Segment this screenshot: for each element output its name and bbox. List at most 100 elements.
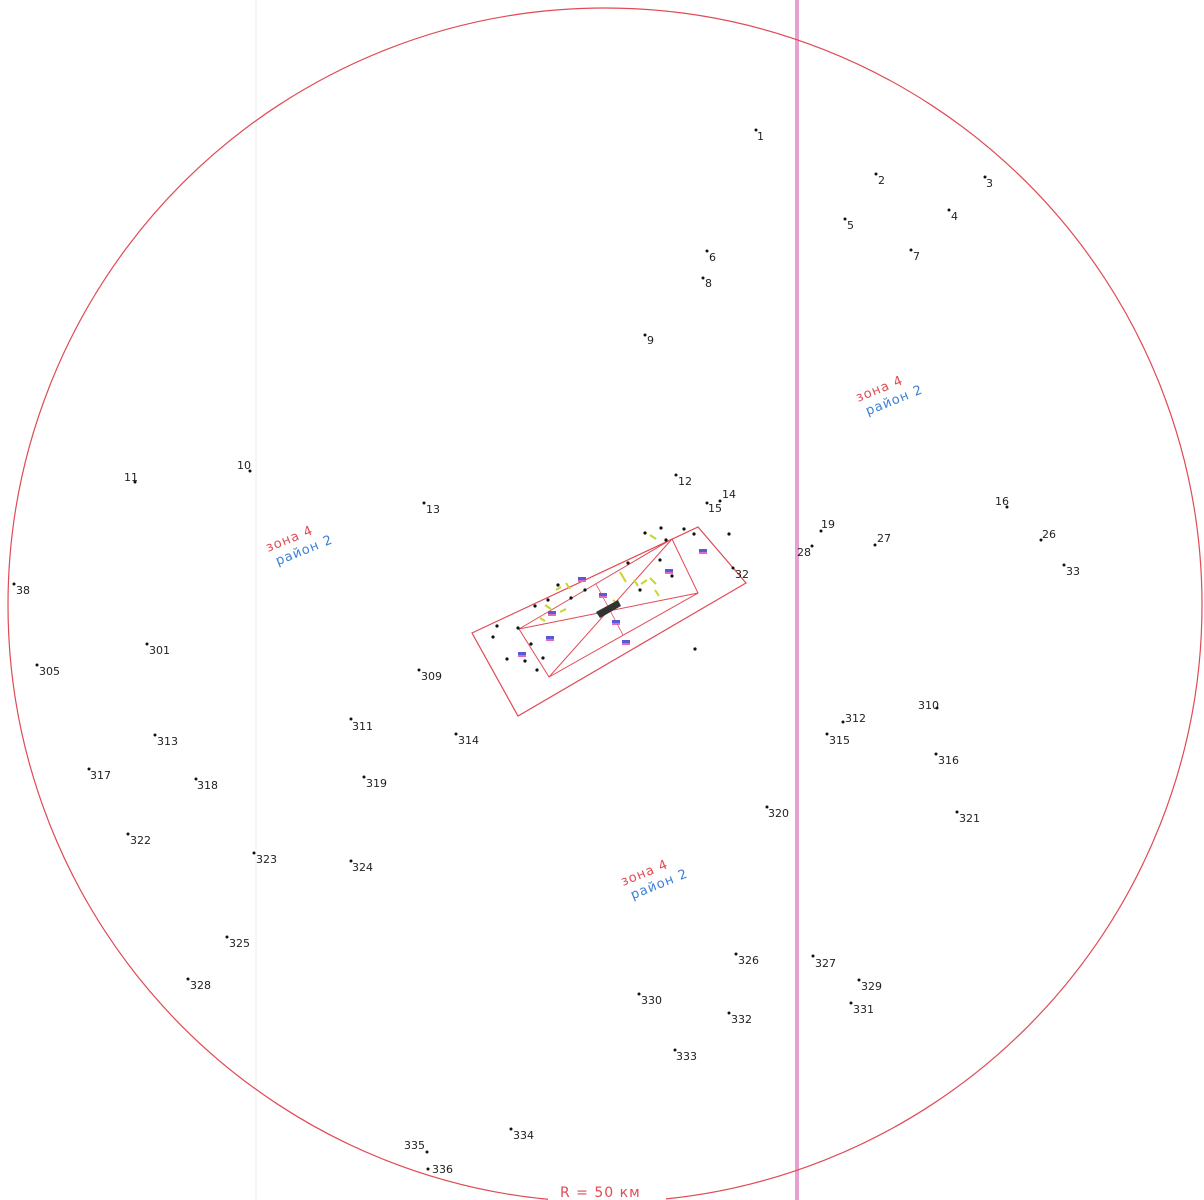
point-331: 331 xyxy=(849,1001,874,1016)
point-26: 26 xyxy=(1039,528,1056,542)
point-19: 19 xyxy=(819,518,835,533)
site-center-cluster xyxy=(596,600,621,618)
point-label: 324 xyxy=(352,861,373,874)
point-label: 5 xyxy=(847,219,854,232)
point-label: 8 xyxy=(705,277,712,290)
point-14: 14 xyxy=(718,488,736,503)
point-330: 330 xyxy=(637,992,662,1007)
point-11: 11 xyxy=(124,471,138,484)
point-label: 314 xyxy=(458,734,479,747)
point-label: 33 xyxy=(1066,565,1080,578)
point-label: 315 xyxy=(829,734,850,747)
point-label: 336 xyxy=(432,1163,453,1176)
point-label: 312 xyxy=(845,712,866,725)
site-vegetation-marks xyxy=(539,534,660,622)
point-323: 323 xyxy=(252,851,277,866)
point-325: 325 xyxy=(225,935,250,950)
point-label: 313 xyxy=(157,735,178,748)
point-label: 319 xyxy=(366,777,387,790)
point-label: 27 xyxy=(877,532,891,545)
point-label: 26 xyxy=(1042,528,1056,541)
point-label: 310 xyxy=(918,699,939,712)
zone-label-west: зона 4 район 2 xyxy=(264,523,335,569)
point-label: 309 xyxy=(421,670,442,683)
point-335: 335 xyxy=(404,1139,429,1154)
point-label: 333 xyxy=(676,1050,697,1063)
point-324: 324 xyxy=(349,859,373,874)
point-label: 328 xyxy=(190,979,211,992)
point-38: 38 xyxy=(12,582,30,597)
point-label: 330 xyxy=(641,994,662,1007)
point-label: 317 xyxy=(90,769,111,782)
point-10: 10 xyxy=(237,459,252,473)
point-label: 321 xyxy=(959,812,980,825)
site-markers xyxy=(518,549,707,657)
point-334: 334 xyxy=(509,1127,534,1142)
point-label: 1 xyxy=(757,130,764,143)
point-16: 16 xyxy=(995,495,1009,509)
point-label: 332 xyxy=(731,1013,752,1026)
point-5: 5 xyxy=(843,217,854,232)
point-28: 28 xyxy=(797,544,814,559)
point-309: 309 xyxy=(417,668,442,683)
point-label: 305 xyxy=(39,665,60,678)
point-305: 305 xyxy=(35,663,60,678)
point-7: 7 xyxy=(909,248,920,263)
point-label: 325 xyxy=(229,937,250,950)
radius-label-background xyxy=(548,1180,666,1200)
point-label: 318 xyxy=(197,779,218,792)
point-label: 12 xyxy=(678,475,692,488)
point-328: 328 xyxy=(186,977,211,992)
point-label: 4 xyxy=(951,210,958,223)
point-label: 14 xyxy=(722,488,736,501)
point-320: 320 xyxy=(765,805,789,820)
point-label: 322 xyxy=(130,834,151,847)
point-label: 320 xyxy=(768,807,789,820)
point-317: 317 xyxy=(87,767,111,782)
point-326: 326 xyxy=(734,952,759,967)
point-label: 3 xyxy=(986,177,993,190)
point-label: 6 xyxy=(709,251,716,264)
point-label: 7 xyxy=(913,250,920,263)
site-outer-boundary xyxy=(471,526,747,717)
point-32: 32 xyxy=(731,566,749,581)
point-label: 327 xyxy=(815,957,836,970)
point-333: 333 xyxy=(673,1048,697,1063)
point-15: 15 xyxy=(705,501,722,515)
point-332: 332 xyxy=(727,1011,752,1026)
zone-label-south: зона 4 район 2 xyxy=(619,857,690,903)
point-label: 38 xyxy=(16,584,30,597)
point-label: 32 xyxy=(735,568,749,581)
point-13: 13 xyxy=(422,501,440,516)
site-marker-accents xyxy=(518,552,707,657)
point-4: 4 xyxy=(947,208,958,223)
point-label: 11 xyxy=(124,471,138,484)
point-318: 318 xyxy=(194,777,218,792)
point-311: 311 xyxy=(349,717,373,733)
point-label: 329 xyxy=(861,980,882,993)
point-12: 12 xyxy=(674,473,692,488)
point-3: 3 xyxy=(983,175,993,190)
point-301: 301 xyxy=(145,642,170,657)
point-316: 316 xyxy=(934,752,959,767)
point-label: 301 xyxy=(149,644,170,657)
point-label: 2 xyxy=(878,174,885,187)
point-label: 9 xyxy=(647,334,654,347)
point-315: 315 xyxy=(825,732,850,747)
point-6: 6 xyxy=(705,249,716,264)
point-label: 326 xyxy=(738,954,759,967)
point-label: 28 xyxy=(797,546,811,559)
point-312: 312 xyxy=(841,712,866,725)
survey-points: 1 2 3 4 5 6 7 8 9 10 11 12 13 14 15 16 1… xyxy=(12,128,1080,1176)
point-319: 319 xyxy=(362,775,387,790)
point-321: 321 xyxy=(955,810,980,825)
point-329: 329 xyxy=(857,978,882,993)
point-322: 322 xyxy=(126,832,151,847)
radius-label: R = 50 км xyxy=(560,1185,641,1200)
point-9: 9 xyxy=(643,333,654,347)
point-1: 1 xyxy=(754,128,764,143)
point-label: 10 xyxy=(237,459,251,472)
point-label: 334 xyxy=(513,1129,534,1142)
point-327: 327 xyxy=(811,954,836,970)
